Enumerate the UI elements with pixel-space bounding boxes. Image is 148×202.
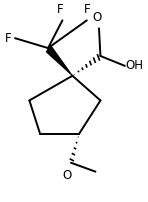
Text: O: O — [92, 11, 102, 24]
Polygon shape — [46, 44, 73, 76]
Text: F: F — [57, 3, 64, 16]
Text: F: F — [84, 3, 91, 16]
Text: F: F — [5, 32, 11, 45]
Text: OH: OH — [126, 59, 144, 72]
Text: O: O — [62, 169, 71, 182]
